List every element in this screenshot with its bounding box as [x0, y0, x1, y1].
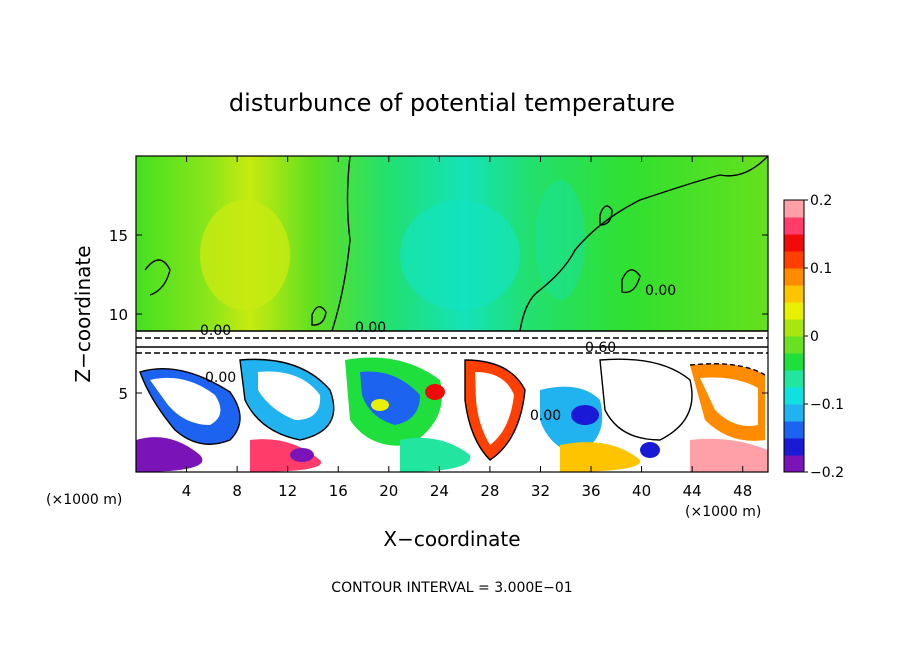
y-axis: 5 10 15	[109, 227, 768, 403]
x-tick-label: 44	[683, 482, 702, 500]
field-warm-patch	[200, 200, 290, 310]
x-tick-label: 48	[733, 482, 752, 500]
colorbar-segment	[784, 404, 804, 422]
x-tick-label: 24	[430, 482, 449, 500]
chart-title: disturbunce of potential temperature	[229, 89, 675, 117]
colorbar-segment	[784, 234, 804, 252]
x-tick-label: 32	[531, 482, 550, 500]
colorbar-segment	[784, 353, 804, 371]
colorbar-segment	[784, 438, 804, 456]
contour-label: 0.00	[355, 320, 386, 336]
contour-interval: CONTOUR INTERVAL = 3.000E−01	[331, 580, 572, 596]
contour-labels: 0.00 0.00 0.00 0.00 0.60 0.00	[200, 283, 676, 424]
plot-area: 0.00 0.00 0.00 0.00 0.60 0.00	[136, 156, 768, 472]
x-tick-label: 20	[379, 482, 398, 500]
x-tick-label: 40	[632, 482, 651, 500]
colorbar-segment	[784, 370, 804, 388]
colorbar-tick-label: −0.1	[810, 397, 844, 413]
colorbar-segment	[784, 251, 804, 269]
field-cool-patch	[535, 180, 585, 300]
contour-label: 0.00	[205, 370, 236, 386]
colorbar-segment	[784, 455, 804, 473]
x-axis-label: X−coordinate	[383, 527, 520, 551]
field-cool-patch	[400, 200, 520, 310]
x-tick-label: 8	[232, 482, 242, 500]
x-unit-right: (×1000 m)	[685, 504, 761, 520]
colorbar-frame	[783, 199, 805, 473]
turbulent-field	[136, 357, 768, 472]
colorbar: 0.2 0.1 0 −0.1 −0.2	[784, 193, 844, 481]
x-unit-left: (×1000 m)	[46, 492, 122, 508]
colorbar-segment	[784, 387, 804, 405]
colorbar-tick-label: 0	[810, 329, 819, 345]
contour-label: 0.00	[200, 323, 231, 339]
x-tick-label: 4	[182, 482, 192, 500]
x-axis: 4 8 12 16 20 24 28 32 36 40 44 48	[182, 156, 752, 500]
x-tick-label: 16	[329, 482, 348, 500]
contour-label: 0.00	[530, 408, 561, 424]
colorbar-segment	[784, 217, 804, 235]
x-tick-label: 36	[581, 482, 600, 500]
y-axis-label: Z−coordinate	[71, 245, 95, 382]
contour-lines	[136, 156, 768, 461]
y-tick-label: 15	[109, 227, 128, 245]
y-tick-label: 5	[118, 385, 128, 403]
colorbar-segment	[784, 319, 804, 337]
colorbar-tick-label: 0.2	[810, 193, 832, 209]
y-tick-label: 10	[109, 306, 128, 324]
colorbar-segment	[784, 268, 804, 286]
x-tick-label: 12	[278, 482, 297, 500]
contour-label: 0.60	[585, 340, 616, 356]
x-tick-label: 28	[480, 482, 499, 500]
colorbar-segment	[784, 302, 804, 320]
colorbar-segment	[784, 200, 804, 218]
colorbar-segment	[784, 285, 804, 303]
colorbar-segment	[784, 336, 804, 354]
colorbar-tick-label: 0.1	[810, 261, 832, 277]
colorbar-tick-label: −0.2	[810, 465, 844, 481]
colorbar-segment	[784, 421, 804, 439]
contour-label: 0.00	[645, 283, 676, 299]
